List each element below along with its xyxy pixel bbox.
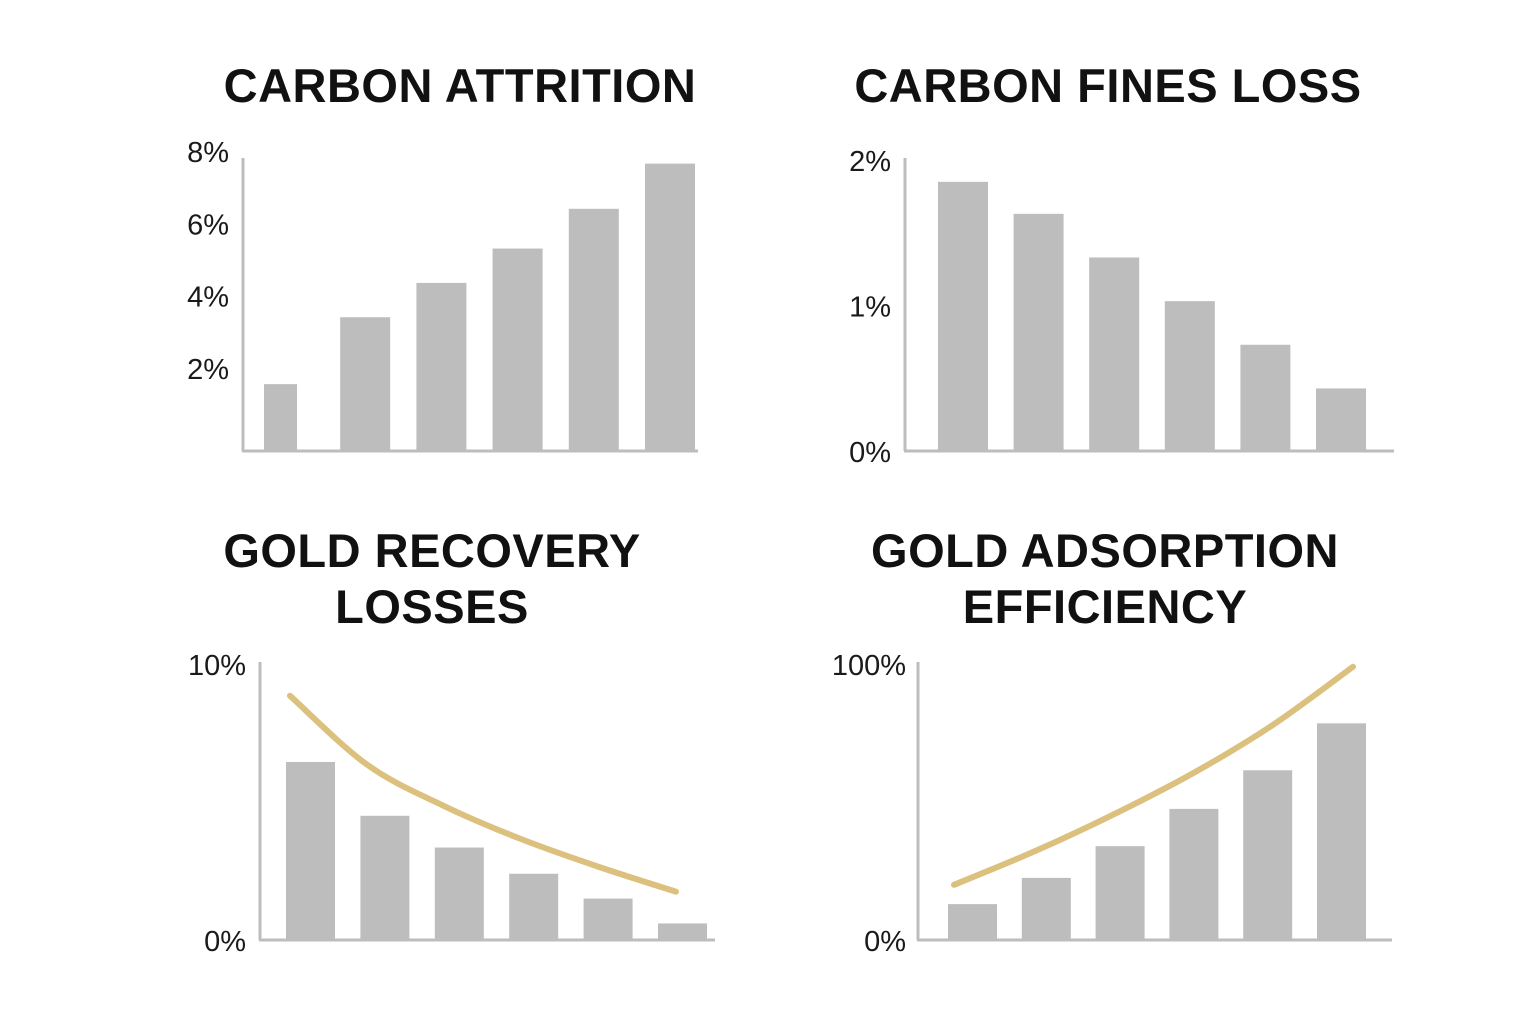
bar xyxy=(1021,877,1071,940)
bar xyxy=(1169,808,1219,940)
y-tick-label: 0% xyxy=(864,926,906,958)
y-tick-label: 2% xyxy=(187,354,229,386)
bar xyxy=(645,163,695,451)
chart-3: 0% 100% xyxy=(832,650,1392,958)
bar xyxy=(583,898,633,940)
bar xyxy=(568,208,619,451)
chart-title-line: GOLD RECOVERY xyxy=(223,524,641,577)
chart-title-line: CARBON FINES LOSS xyxy=(854,59,1362,112)
y-tick-label: 2% xyxy=(849,146,891,178)
chart-0: 2% 4% 6% 8% xyxy=(187,137,698,453)
chart-title-line: GOLD ADSORPTION xyxy=(871,524,1339,577)
bar xyxy=(434,847,484,940)
y-tick-label: 0% xyxy=(204,926,246,958)
chart-title-carbon-attrition: CARBON ATTRITION xyxy=(160,58,760,114)
chart-2: 0% 10% xyxy=(188,650,715,958)
y-tick-label: 4% xyxy=(187,282,229,314)
y-tick-label: 10% xyxy=(188,650,246,682)
bar xyxy=(509,873,559,940)
bar xyxy=(1316,388,1366,451)
y-tick-label: 6% xyxy=(187,209,229,241)
y-tick-label: 100% xyxy=(832,650,906,682)
bar xyxy=(264,384,297,451)
bar xyxy=(340,317,391,451)
bar xyxy=(360,815,410,940)
chart-title-gold-recovery-losses: GOLD RECOVERY LOSSES xyxy=(132,523,732,635)
bar xyxy=(416,282,467,451)
chart-title-carbon-fines-loss: CARBON FINES LOSS xyxy=(808,58,1408,114)
bar xyxy=(948,904,997,940)
trend-line xyxy=(287,692,679,895)
bar xyxy=(1317,723,1366,940)
chart-title-line: CARBON ATTRITION xyxy=(223,59,697,112)
chart-title-line: LOSSES xyxy=(335,580,529,633)
bar xyxy=(492,248,543,451)
bar xyxy=(1240,344,1291,451)
y-tick-label: 1% xyxy=(849,292,891,324)
chart-title-gold-adsorption-efficiency: GOLD ADSORPTION EFFICIENCY xyxy=(815,523,1395,635)
bar xyxy=(1095,846,1145,940)
chart-1: 0% 1% 2% xyxy=(849,146,1394,469)
bar xyxy=(938,181,988,451)
bar xyxy=(1164,301,1215,451)
y-tick-label: 8% xyxy=(187,137,229,169)
bar xyxy=(1013,213,1064,451)
trend-line xyxy=(951,663,1356,888)
bar xyxy=(658,923,707,940)
bar xyxy=(1243,770,1293,940)
chart-title-line: EFFICIENCY xyxy=(962,580,1248,633)
bar xyxy=(1089,257,1140,451)
y-tick-label: 0% xyxy=(849,437,891,469)
bar xyxy=(286,761,335,940)
